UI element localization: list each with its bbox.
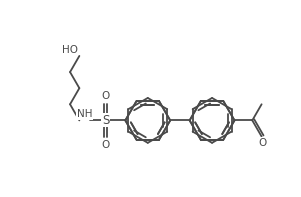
Text: HO: HO	[62, 45, 78, 55]
Text: O: O	[259, 138, 267, 148]
Text: O: O	[101, 91, 110, 101]
Text: NH: NH	[76, 109, 92, 119]
Text: S: S	[102, 114, 109, 127]
Text: O: O	[101, 140, 110, 150]
